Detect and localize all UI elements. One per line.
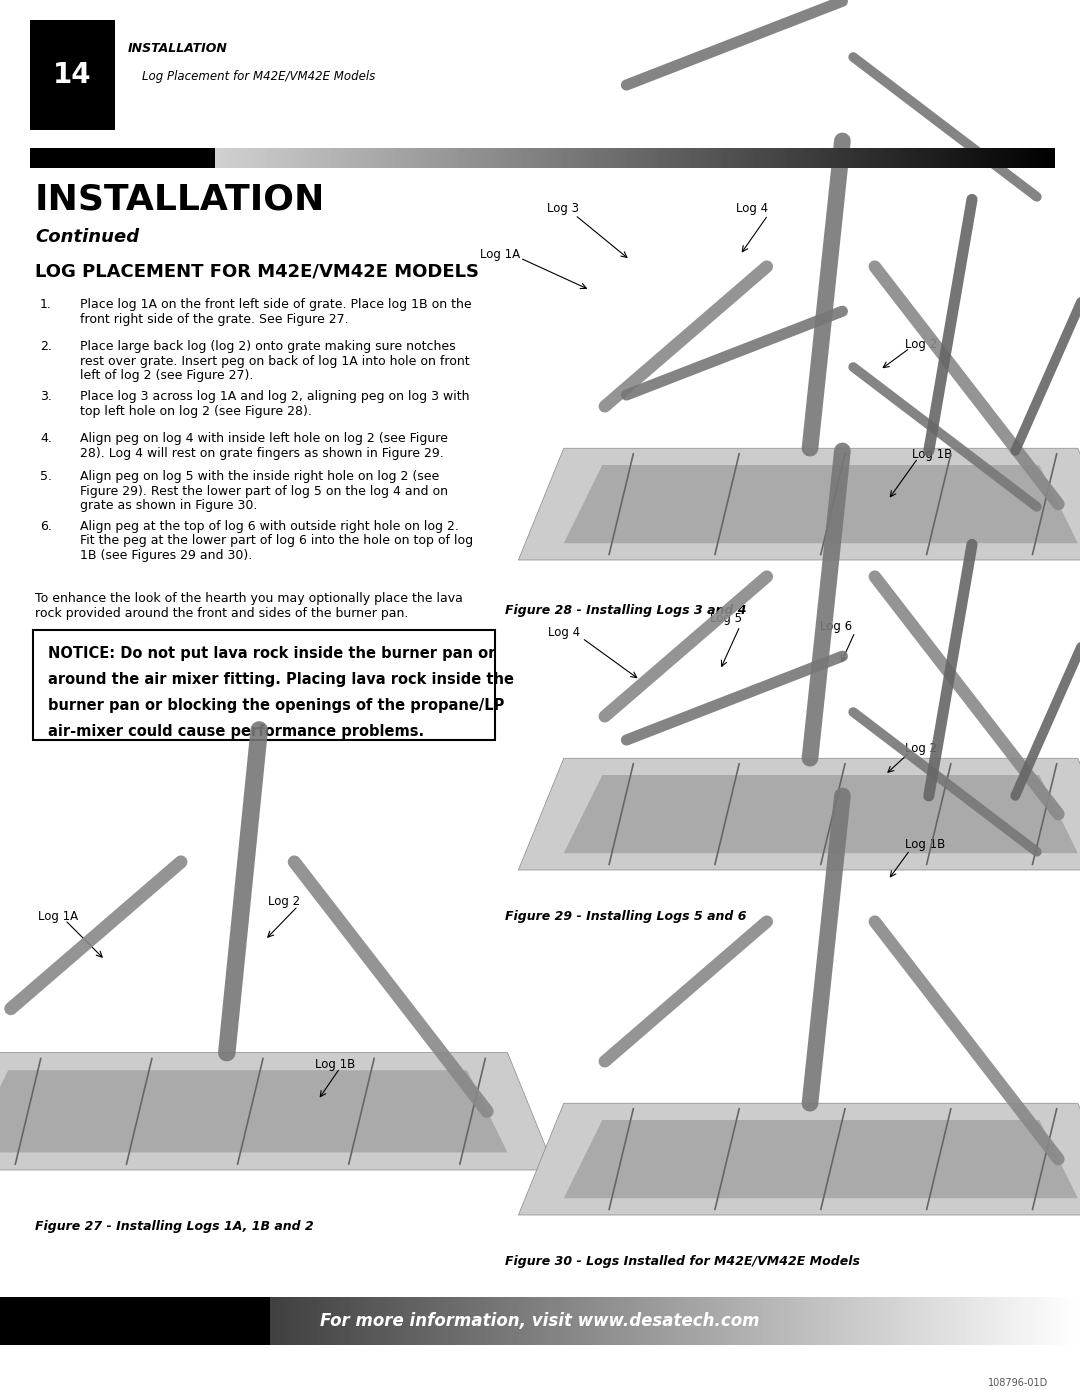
- Text: Figure 29). Rest the lower part of log 5 on the log 4 and on: Figure 29). Rest the lower part of log 5…: [80, 485, 448, 497]
- Text: Fit the peg at the lower part of log 6 into the hole on top of log: Fit the peg at the lower part of log 6 i…: [80, 535, 473, 548]
- Text: Place log 1A on the front left side of grate. Place log 1B on the: Place log 1A on the front left side of g…: [80, 298, 472, 312]
- Text: 4.: 4.: [40, 432, 52, 446]
- Polygon shape: [0, 1070, 508, 1153]
- Text: 3.: 3.: [40, 390, 52, 402]
- Text: Align peg on log 5 with the inside right hole on log 2 (see: Align peg on log 5 with the inside right…: [80, 469, 440, 483]
- Polygon shape: [518, 1104, 1080, 1215]
- Text: Log 1B: Log 1B: [905, 838, 945, 851]
- Bar: [500, 170, 1050, 590]
- Text: Figure 30 - Logs Installed for M42E/VM42E Models: Figure 30 - Logs Installed for M42E/VM42…: [505, 1255, 860, 1268]
- Polygon shape: [564, 775, 1078, 854]
- Text: Log 4: Log 4: [548, 626, 580, 638]
- Text: NOTICE: Do not put lava rock inside the burner pan or: NOTICE: Do not put lava rock inside the …: [48, 645, 496, 661]
- Text: Log 1A: Log 1A: [480, 249, 521, 261]
- Polygon shape: [0, 1053, 555, 1171]
- Polygon shape: [564, 1120, 1078, 1199]
- Text: 6.: 6.: [40, 520, 52, 534]
- Text: Log 5: Log 5: [710, 612, 742, 624]
- Text: rock provided around the front and sides of the burner pan.: rock provided around the front and sides…: [35, 606, 408, 619]
- Text: Log 3: Log 3: [546, 203, 579, 215]
- Text: 1.: 1.: [40, 298, 52, 312]
- Bar: [0, 1296, 270, 1345]
- Text: INSTALLATION: INSTALLATION: [35, 182, 325, 217]
- Bar: [30, 148, 215, 168]
- Text: Place large back log (log 2) onto grate making sure notches: Place large back log (log 2) onto grate …: [80, 339, 456, 353]
- Text: For more information, visit www.desatech.com: For more information, visit www.desatech…: [321, 1312, 759, 1330]
- Text: Align peg on log 4 with inside left hole on log 2 (see Figure: Align peg on log 4 with inside left hole…: [80, 432, 448, 446]
- Text: 2.: 2.: [40, 339, 52, 353]
- Text: LOG PLACEMENT FOR M42E/VM42E MODELS: LOG PLACEMENT FOR M42E/VM42E MODELS: [35, 263, 480, 279]
- Polygon shape: [518, 759, 1080, 870]
- Text: Log 4: Log 4: [735, 203, 768, 215]
- Text: around the air mixer fitting. Placing lava rock inside the: around the air mixer fitting. Placing la…: [48, 672, 514, 687]
- Text: Log 2: Log 2: [905, 338, 937, 351]
- Text: 108796-01D: 108796-01D: [988, 1377, 1048, 1389]
- Polygon shape: [564, 465, 1078, 543]
- Text: Continued: Continued: [35, 228, 139, 246]
- Text: Log 2: Log 2: [268, 895, 300, 908]
- Text: 5.: 5.: [40, 469, 52, 483]
- Text: Log 1A: Log 1A: [38, 909, 78, 923]
- Text: To enhance the look of the hearth you may optionally place the lava: To enhance the look of the hearth you ma…: [35, 592, 463, 605]
- Text: top left hole on log 2 (see Figure 28).: top left hole on log 2 (see Figure 28).: [80, 405, 312, 418]
- Text: grate as shown in Figure 30.: grate as shown in Figure 30.: [80, 499, 257, 511]
- Text: Log 2: Log 2: [905, 742, 937, 754]
- Text: left of log 2 (see Figure 27).: left of log 2 (see Figure 27).: [80, 369, 254, 381]
- Text: Log Placement for M42E/VM42E Models: Log Placement for M42E/VM42E Models: [141, 70, 375, 82]
- Text: 28). Log 4 will rest on grate fingers as shown in Figure 29.: 28). Log 4 will rest on grate fingers as…: [80, 447, 444, 460]
- Text: burner pan or blocking the openings of the propane/LP: burner pan or blocking the openings of t…: [48, 698, 504, 712]
- Text: INSTALLATION: INSTALLATION: [129, 42, 228, 54]
- Text: 1B (see Figures 29 and 30).: 1B (see Figures 29 and 30).: [80, 549, 253, 562]
- Text: Figure 28 - Installing Logs 3 and 4: Figure 28 - Installing Logs 3 and 4: [505, 604, 746, 617]
- Text: front right side of the grate. See Figure 27.: front right side of the grate. See Figur…: [80, 313, 349, 326]
- Text: Align peg at the top of log 6 with outside right hole on log 2.: Align peg at the top of log 6 with outsi…: [80, 520, 459, 534]
- Bar: [30, 20, 114, 130]
- Text: 14: 14: [53, 61, 92, 89]
- Polygon shape: [518, 448, 1080, 560]
- Text: Log 6: Log 6: [820, 620, 852, 633]
- Text: Figure 27 - Installing Logs 1A, 1B and 2: Figure 27 - Installing Logs 1A, 1B and 2: [35, 1220, 314, 1234]
- Text: air-mixer could cause performance problems.: air-mixer could cause performance proble…: [48, 724, 424, 739]
- Text: Figure 29 - Installing Logs 5 and 6: Figure 29 - Installing Logs 5 and 6: [505, 909, 746, 923]
- Text: Place log 3 across log 1A and log 2, aligning peg on log 3 with: Place log 3 across log 1A and log 2, ali…: [80, 390, 470, 402]
- Text: Log 1B: Log 1B: [315, 1058, 355, 1071]
- Text: rest over grate. Insert peg on back of log 1A into hole on front: rest over grate. Insert peg on back of l…: [80, 355, 470, 367]
- Bar: [33, 630, 495, 740]
- Text: Log 1B: Log 1B: [912, 448, 953, 461]
